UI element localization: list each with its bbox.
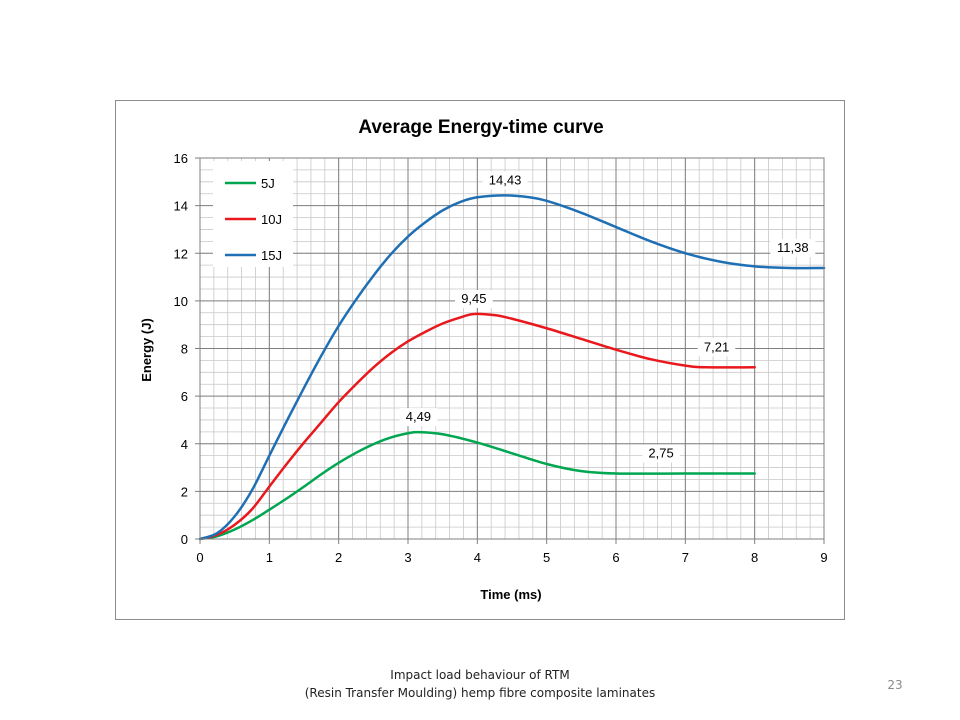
y-axis-title: Energy (J) bbox=[139, 318, 154, 382]
x-tick-label: 8 bbox=[751, 550, 758, 565]
x-tick-label: 9 bbox=[820, 550, 827, 565]
series-line-10j bbox=[198, 312, 756, 541]
legend-label-10j: 10J bbox=[261, 212, 282, 227]
x-tick-label: 1 bbox=[266, 550, 273, 565]
y-tick-label: 10 bbox=[174, 294, 188, 309]
slide-number: 23 bbox=[887, 678, 903, 692]
major-gridlines bbox=[199, 157, 825, 540]
peak-label-10j-group: 9,45 bbox=[455, 289, 493, 308]
chart-title: Average Energy-time curve bbox=[358, 117, 603, 138]
labels-layer: 4,49 2,75 9,45 7,21 14,43 11,38 bbox=[399, 171, 816, 463]
x-tick-label: 3 bbox=[404, 550, 411, 565]
caption-line-2: (Resin Transfer Moulding) hemp fibre com… bbox=[304, 686, 656, 700]
caption-line-1: Impact load behaviour of RTM bbox=[390, 668, 570, 682]
series-line-5j bbox=[198, 430, 756, 541]
peak-label-15j: 14,43 bbox=[489, 172, 522, 187]
peak-label-5j-bg bbox=[399, 408, 438, 427]
end-label-5j: 2,75 bbox=[648, 446, 673, 461]
x-axis-title: Time (ms) bbox=[480, 587, 541, 602]
end-label-15j-group: 11,38 bbox=[770, 239, 816, 258]
peak-label-10j-bg bbox=[455, 289, 493, 308]
y-tick-label: 16 bbox=[174, 151, 188, 166]
legend-label-15j: 15J bbox=[261, 248, 282, 263]
y-tick-label: 2 bbox=[181, 484, 188, 499]
series-line-15j bbox=[198, 194, 826, 541]
x-tick-label: 0 bbox=[196, 550, 203, 565]
peak-label-5j-group: 4,49 bbox=[399, 408, 438, 427]
y-tick-label: 12 bbox=[174, 246, 188, 261]
legend-background bbox=[213, 161, 293, 267]
end-label-15j-bg bbox=[770, 239, 816, 258]
end-label-10j: 7,21 bbox=[704, 339, 729, 354]
y-tick-label: 4 bbox=[181, 437, 188, 452]
end-label-10j-bg bbox=[697, 338, 736, 357]
plot-area-border bbox=[199, 157, 825, 540]
peak-label-15j-group: 14,43 bbox=[482, 171, 528, 190]
y-tick-label: 6 bbox=[181, 389, 188, 404]
x-tick-label: 2 bbox=[335, 550, 342, 565]
end-label-5j-bg bbox=[642, 444, 680, 463]
peak-label-15j-bg bbox=[482, 171, 528, 190]
series-layer bbox=[198, 194, 826, 541]
legend: 5J 10J 15J bbox=[213, 161, 293, 267]
end-label-10j-group: 7,21 bbox=[697, 338, 736, 357]
x-tick-label: 5 bbox=[543, 550, 550, 565]
slide-caption: Impact load behaviour of RTM (Resin Tran… bbox=[0, 666, 960, 702]
y-tick-label: 8 bbox=[181, 342, 188, 357]
y-tick-label: 0 bbox=[181, 532, 188, 547]
x-tick-label: 4 bbox=[474, 550, 481, 565]
peak-label-10j: 9,45 bbox=[461, 291, 486, 306]
x-tick-label: 7 bbox=[682, 550, 689, 565]
legend-label-5j: 5J bbox=[261, 176, 275, 191]
end-label-15j: 11,38 bbox=[777, 240, 809, 255]
peak-label-5j: 4,49 bbox=[406, 409, 431, 424]
x-tick-label: 6 bbox=[612, 550, 619, 565]
y-tick-label: 14 bbox=[174, 199, 188, 214]
end-label-5j-group: 2,75 bbox=[642, 444, 680, 463]
